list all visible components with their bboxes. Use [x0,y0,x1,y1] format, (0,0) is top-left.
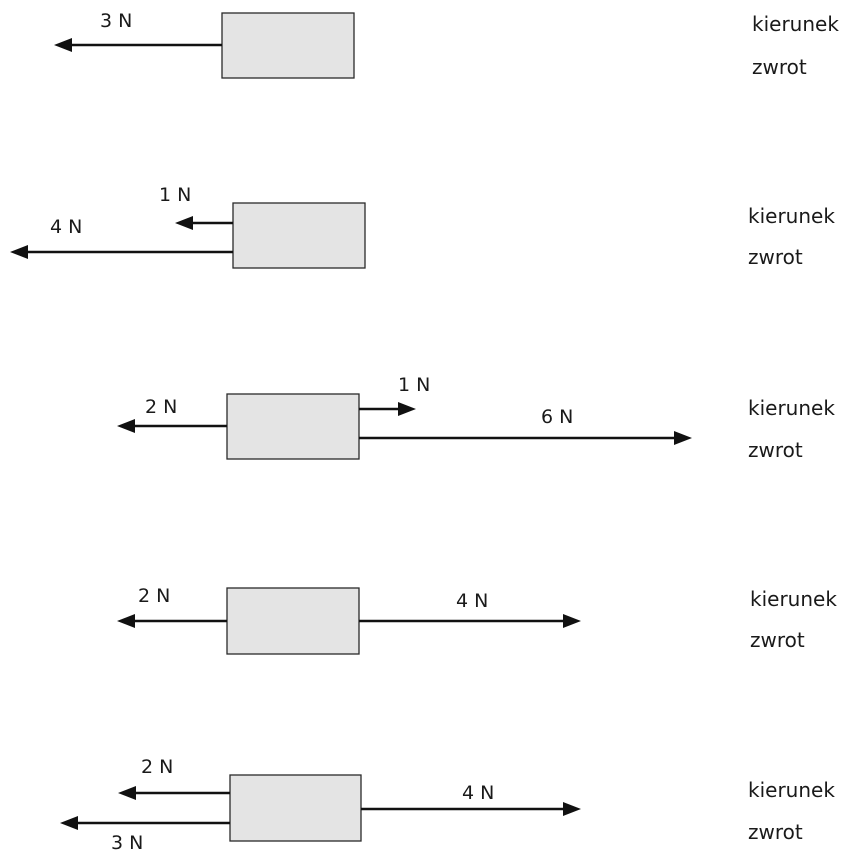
force-arrow-left [175,216,233,230]
direction-prompt: kierunek [748,396,835,420]
force-arrow-right [359,431,692,445]
force-diagram-1: 3 N kierunek zwrot [54,10,839,79]
sense-prompt: zwrot [750,628,805,652]
force-arrow-right [359,614,581,628]
force-arrow-right [359,402,416,416]
block [232,202,366,269]
force-label: 4 N [50,216,82,238]
force-label: 4 N [462,782,494,804]
force-label: 1 N [159,184,191,206]
sense-prompt: zwrot [748,245,803,269]
force-label: 2 N [141,756,173,778]
force-arrow-left [117,614,227,628]
sense-prompt: zwrot [748,820,803,844]
force-diagram-3: 2 N 1 N 6 N kierunek zwrot [117,374,835,462]
sense-prompt: zwrot [748,438,803,462]
force-arrow-left [10,245,233,259]
force-label: 6 N [541,406,573,428]
direction-prompt: kierunek [750,587,837,611]
block [229,774,362,842]
force-arrow-left [54,38,222,52]
force-label: 1 N [398,374,430,396]
force-arrow-left [60,816,230,830]
sense-prompt: zwrot [752,55,807,79]
block [226,393,360,460]
force-label: 3 N [100,10,132,32]
force-label: 3 N [111,832,143,854]
force-diagram-4: 2 N 4 N kierunek zwrot [117,585,837,655]
block [221,12,355,79]
force-label: 4 N [456,590,488,612]
force-arrow-right [361,802,581,816]
force-arrow-left [117,419,227,433]
force-diagram-5: 2 N 3 N 4 N kierunek zwrot [60,756,835,854]
block [226,587,360,655]
force-diagram-2: 1 N 4 N kierunek zwrot [10,184,835,269]
force-label: 2 N [145,396,177,418]
direction-prompt: kierunek [748,778,835,802]
direction-prompt: kierunek [748,204,835,228]
direction-prompt: kierunek [752,12,839,36]
force-arrow-left [118,786,230,800]
force-label: 2 N [138,585,170,607]
